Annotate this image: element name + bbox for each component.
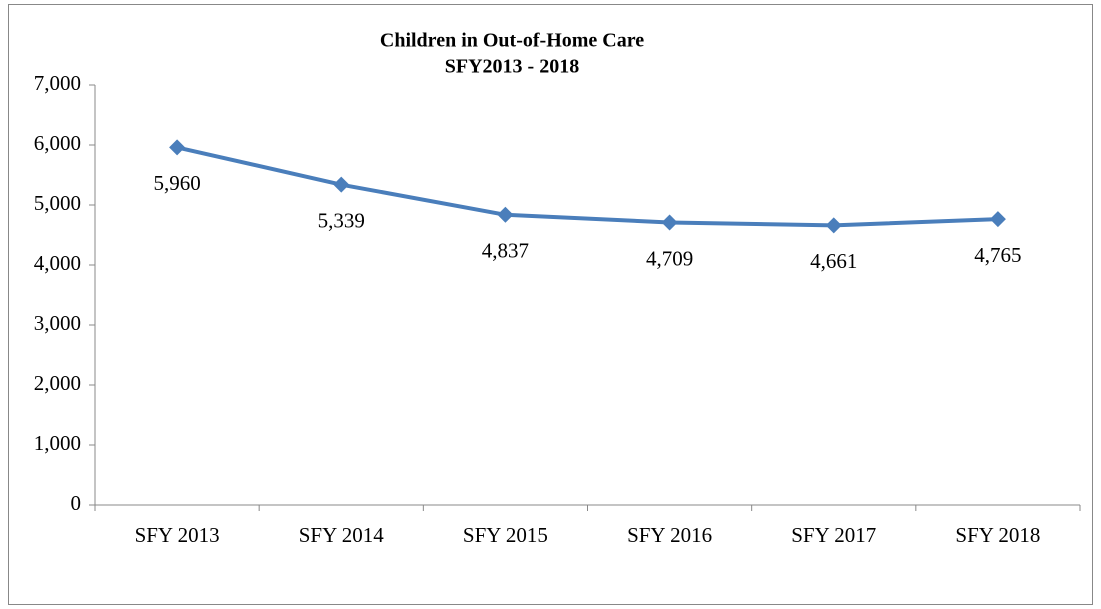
line bbox=[176, 145, 998, 228]
data-label: 4,661 bbox=[810, 249, 857, 273]
chart-border bbox=[8, 4, 1093, 605]
y-tick-label: 4,000 bbox=[34, 251, 81, 275]
y-tick-label: 6,000 bbox=[34, 131, 81, 155]
y-tick-label: 5,000 bbox=[34, 191, 81, 215]
marker bbox=[661, 214, 678, 231]
x-tick-label: SFY 2015 bbox=[463, 523, 548, 547]
y-tick-label: 1,000 bbox=[34, 431, 81, 455]
marker bbox=[333, 176, 350, 193]
data-label: 4,765 bbox=[974, 243, 1021, 267]
marker bbox=[989, 211, 1006, 228]
data-label: 5,960 bbox=[153, 171, 200, 195]
marker bbox=[825, 217, 842, 234]
x-tick-label: SFY 2014 bbox=[299, 523, 384, 547]
x-tick-label: SFY 2017 bbox=[791, 523, 876, 547]
y-tick-label: 3,000 bbox=[34, 311, 81, 335]
x-tick-label: SFY 2013 bbox=[135, 523, 220, 547]
x-tick-label: SFY 2016 bbox=[627, 523, 712, 547]
x-tick-label: SFY 2018 bbox=[955, 523, 1040, 547]
chart-subtitle: SFY2013 - 2018 bbox=[445, 56, 579, 78]
y-tick-label: 0 bbox=[71, 491, 82, 515]
y-tick-label: 7,000 bbox=[34, 71, 81, 95]
data-label: 5,339 bbox=[318, 208, 365, 232]
marker bbox=[169, 139, 186, 156]
marker bbox=[497, 206, 514, 223]
y-tick-label: 2,000 bbox=[34, 371, 81, 395]
data-label: 4,837 bbox=[482, 239, 529, 263]
chart-title: Children in Out-of-Home Care bbox=[380, 30, 644, 52]
data-label: 4,709 bbox=[646, 246, 693, 270]
